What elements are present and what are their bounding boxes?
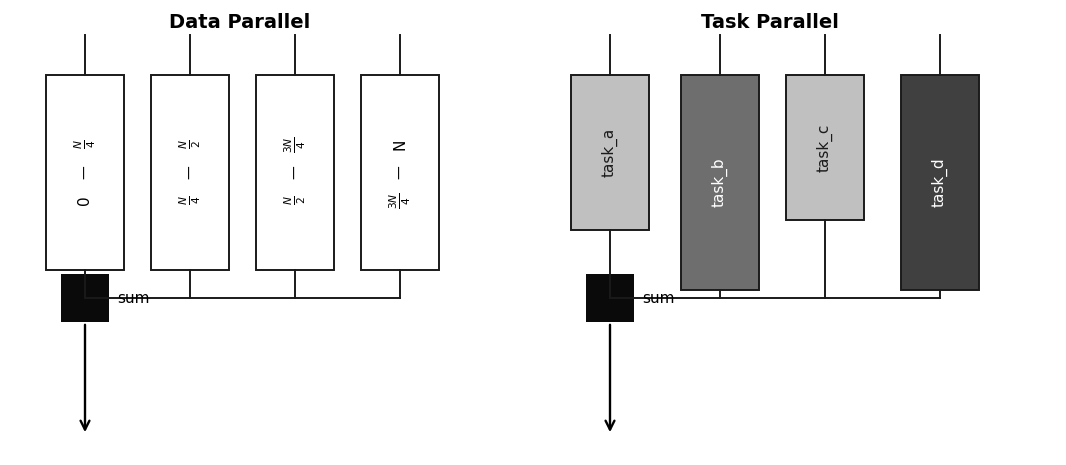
Text: Data Parallel: Data Parallel (169, 13, 310, 32)
Text: task_a: task_a (602, 128, 618, 177)
Bar (46, 75, 124, 270)
Bar (256, 75, 334, 270)
Text: $\frac{N}{2}$: $\frac{N}{2}$ (177, 140, 203, 149)
Bar (681, 75, 759, 290)
Bar (61, 274, 109, 322)
Text: sum: sum (642, 291, 675, 306)
Text: N: N (392, 139, 407, 150)
Bar (586, 274, 634, 322)
Text: —: — (393, 166, 407, 179)
Bar (151, 75, 229, 270)
Text: task_c: task_c (817, 123, 834, 172)
Text: $\frac{N}{2}$: $\frac{N}{2}$ (282, 195, 308, 206)
Text: 0: 0 (78, 196, 93, 206)
Bar (901, 75, 979, 290)
Text: sum: sum (117, 291, 149, 306)
Text: $\frac{3N}{4}$: $\frac{3N}{4}$ (387, 192, 413, 209)
Text: $\frac{3N}{4}$: $\frac{3N}{4}$ (282, 136, 308, 153)
Text: —: — (183, 166, 197, 179)
Text: Task Parallel: Task Parallel (701, 13, 839, 32)
Text: $\frac{N}{4}$: $\frac{N}{4}$ (72, 140, 98, 149)
Text: $\frac{N}{4}$: $\frac{N}{4}$ (177, 195, 203, 206)
Text: —: — (288, 166, 302, 179)
Bar (786, 75, 865, 220)
Text: —: — (78, 166, 92, 179)
Bar (571, 75, 649, 230)
Text: task_d: task_d (932, 158, 948, 207)
Bar (361, 75, 439, 270)
Text: task_b: task_b (712, 158, 728, 207)
